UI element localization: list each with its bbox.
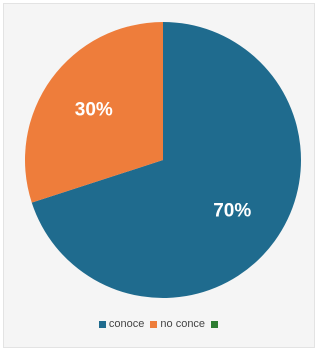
legend-swatch-third — [211, 321, 218, 328]
legend-swatch-conoce — [99, 321, 106, 328]
pie-slices — [25, 22, 301, 298]
legend-label-no-conce: no conce — [160, 318, 205, 330]
legend-item-no-conce[interactable]: no conce — [150, 318, 205, 330]
legend-label-conoce: conoce — [109, 318, 144, 330]
pie-label-no-conce: 30% — [75, 100, 113, 121]
legend-swatch-no-conce — [150, 321, 157, 328]
legend-item-third[interactable] — [211, 321, 221, 328]
pie-label-conoce: 70% — [213, 200, 251, 221]
legend-item-conoce[interactable]: conoce — [99, 318, 144, 330]
chart-legend: conoce no conce — [0, 318, 320, 330]
